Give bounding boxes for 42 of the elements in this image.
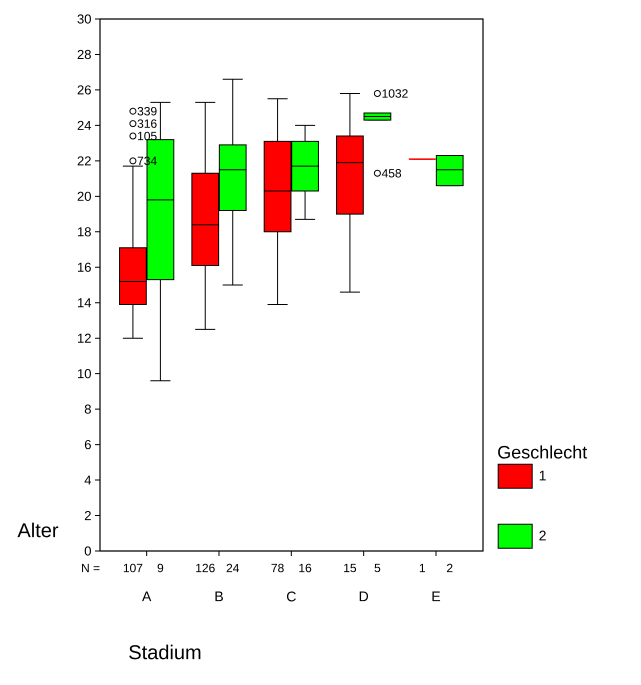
legend-label: 1 — [540, 470, 546, 480]
y-tick-label: 26 — [78, 85, 91, 95]
legend-label: 2 — [539, 530, 546, 540]
x-axis-title: Stadium — [129, 644, 200, 660]
x-tick-label: D — [360, 592, 368, 602]
y-tick-label: 16 — [78, 262, 91, 272]
text: 5 — [374, 564, 380, 572]
y-tick-label: 24 — [78, 120, 92, 130]
y-tick-label: 28 — [78, 50, 91, 60]
y-tick-label: 12 — [78, 334, 91, 343]
x-tick-label: A — [142, 592, 152, 602]
annotation: 734 — [138, 156, 157, 166]
y-tick-label: 2 — [84, 510, 91, 520]
text: 78 — [272, 564, 284, 572]
y-tick-label: 4 — [84, 476, 92, 485]
text: 126 — [196, 564, 215, 572]
x-tick-label: C — [286, 592, 296, 602]
y-tick-label: 10 — [78, 369, 91, 378]
text: 24 — [226, 564, 240, 572]
y-tick-label: 20 — [78, 192, 91, 201]
text: 2 — [446, 564, 452, 572]
x-tick-label: E — [432, 592, 440, 602]
y-tick-label: 6 — [84, 440, 91, 450]
x-tick-label: B — [215, 592, 223, 602]
y-tick-label: 14 — [78, 298, 92, 308]
y-tick-label: 0 — [84, 546, 91, 556]
text: 1 — [420, 564, 425, 572]
text: 9 — [158, 564, 164, 572]
legend-title: Geschlecht — [498, 445, 588, 459]
annotation: 1032 — [382, 89, 408, 98]
text: N = — [82, 564, 100, 572]
y-axis-title: Alter — [17, 522, 58, 538]
y-tick-label: 8 — [84, 404, 91, 414]
y-tick-label: 30 — [78, 14, 91, 24]
annotation: 458 — [382, 169, 402, 178]
annotation: 316 — [138, 119, 157, 128]
text: 107 — [124, 564, 142, 572]
annotation: 339 — [138, 106, 157, 116]
y-tick-label: 22 — [78, 156, 91, 166]
y-tick-label: 18 — [78, 227, 91, 236]
text: 15 — [344, 564, 356, 572]
text: 16 — [299, 564, 312, 572]
